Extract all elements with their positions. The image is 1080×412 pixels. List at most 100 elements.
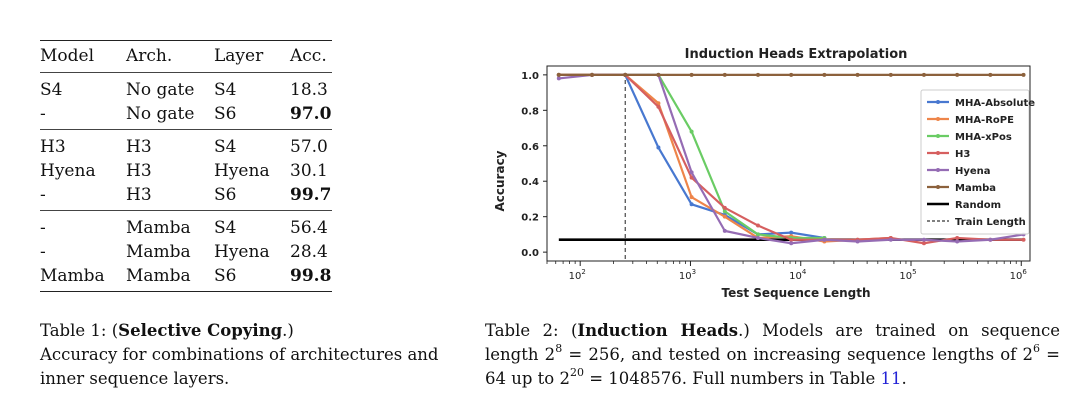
cell-model: - (40, 242, 46, 262)
legend-marker-mha-xpos (936, 134, 940, 138)
caption2-exp-a: 8 (555, 341, 563, 355)
legend-marker-hyena (936, 168, 940, 172)
series-point-mha-xpos (722, 209, 727, 214)
series-point-mha-rope (656, 101, 661, 106)
cell-acc: 97.0 (290, 104, 332, 124)
series-point-mamba (689, 72, 694, 77)
caption2-text-a: .) Models are trained on sequence length… (485, 321, 1060, 364)
cell-layer: S6 (214, 185, 237, 205)
legend-label-hyena: Hyena (955, 166, 991, 177)
cell-model: H3 (40, 137, 66, 157)
caption2-end: . (901, 369, 907, 388)
series-point-mha-rope (722, 214, 727, 219)
series-point-hyena (689, 170, 694, 175)
x-tick-label: 102 (569, 268, 586, 282)
y-tick-label: 1.0 (521, 71, 539, 82)
cell-arch: Mamba (126, 218, 191, 238)
series-point-mamba (590, 72, 595, 77)
series-point-hyena (822, 237, 827, 242)
caption1-title: Selective Copying (118, 321, 283, 340)
series-point-hyena (755, 235, 760, 240)
series-line-mha-xpos (558, 73, 825, 240)
table1-caption: Table 1: (Selective Copying.) Accuracy fo… (40, 319, 440, 391)
series-point-mha-xpos (755, 232, 760, 237)
series-point-h3 (1021, 237, 1026, 242)
cell-layer: Hyena (214, 242, 270, 262)
x-tick-label: 103 (679, 268, 696, 282)
series-point-mamba (855, 72, 860, 77)
cell-model: - (40, 104, 46, 124)
series-point-h3 (722, 205, 727, 210)
series-point-mamba (789, 72, 794, 77)
table-group-s4: S4 No gate S4 18.3 - No gate S6 97.0 (40, 72, 332, 130)
caption2-exp-b: 6 (1032, 341, 1040, 355)
x-axis-label: Test Sequence Length (721, 286, 870, 300)
cell-arch: No gate (126, 104, 195, 124)
caption1-suffix: .) (282, 321, 294, 340)
cell-model: - (40, 218, 46, 238)
y-tick-label: 0.4 (521, 177, 539, 188)
legend-marker-mamba (936, 185, 940, 189)
table-row: H3 H3 S4 57.0 (40, 130, 332, 160)
series-point-mha-rope (689, 195, 694, 200)
caption2-exp-c: 20 (569, 365, 584, 379)
cell-arch: Mamba (126, 266, 191, 286)
legend-label-mamba: Mamba (955, 183, 996, 194)
cell-acc: 99.8 (290, 266, 332, 286)
caption1-prefix: Table 1: ( (40, 321, 119, 340)
cell-acc: 99.7 (290, 185, 332, 205)
cell-model: - (40, 185, 46, 205)
caption2-text-d: = 1048576. Full numbers in Table (583, 369, 881, 388)
series-point-mamba (722, 72, 727, 77)
cell-arch: H3 (126, 137, 152, 157)
series-point-mamba (1021, 72, 1026, 77)
series-point-mamba (921, 72, 926, 77)
cell-arch: H3 (126, 185, 152, 205)
legend-label-mha-xpos: MHA-xPos (955, 132, 1012, 143)
cell-model: Hyena (40, 161, 96, 181)
series-point-hyena (556, 76, 561, 81)
chart-legend: MHA-Absolute MHA-RoPE MHA-xPos H3 Hyena Mamba… (920, 89, 1035, 235)
induction-heads-chart: Induction Heads Extrapolation Accuracy T… (493, 47, 1035, 300)
table-row: Mamba Mamba S6 99.8 (40, 264, 332, 292)
series-line-mha-absolute (558, 73, 825, 240)
table-selective-copying: Model Arch. Layer Acc. S4 No gate S4 18.3 - N… (40, 40, 332, 292)
cell-acc: 56.4 (290, 218, 328, 238)
series-point-hyena (722, 228, 727, 233)
y-tick-label: 0.2 (521, 213, 539, 224)
caption2-text-b: = 256, and tested on increasing sequence… (562, 345, 1033, 364)
legend-label-random: Random (955, 200, 1001, 211)
series-point-mha-xpos (689, 129, 694, 134)
legend-label-mha-absolute: MHA-Absolute (955, 98, 1035, 109)
legend-label-train-length: Train Length (955, 217, 1026, 228)
y-axis-label: Accuracy (493, 150, 507, 211)
series-point-mamba (822, 72, 827, 77)
table-11-link[interactable]: 11 (880, 369, 902, 388)
series-point-mamba (656, 72, 661, 77)
series-point-mamba (955, 72, 960, 77)
x-tick-label: 104 (789, 268, 807, 282)
cell-model: Mamba (40, 266, 105, 286)
caption2-text-c: = 64 up to 2 (485, 345, 1060, 388)
legend-marker-h3 (936, 151, 940, 155)
legend-box (920, 89, 1030, 235)
series-point-hyena (955, 239, 960, 244)
series-point-hyena (855, 239, 860, 244)
series-point-mamba (988, 72, 993, 77)
legend-marker-mha-absolute (936, 100, 940, 104)
legend-marker-mha-rope (936, 117, 940, 121)
y-tick-label: 0.0 (521, 248, 539, 259)
caption1-body: Accuracy for combinations of architectur… (40, 345, 439, 388)
table-header-row: Model Arch. Layer Acc. (40, 40, 332, 73)
header-acc: Acc. (290, 46, 327, 66)
table-row: - Mamba S4 56.4 (40, 211, 332, 241)
cell-layer: Hyena (214, 161, 270, 181)
cell-acc: 30.1 (290, 161, 328, 181)
cell-arch: Mamba (126, 242, 191, 262)
series-point-h3 (689, 175, 694, 180)
series-point-mamba (888, 72, 893, 77)
cell-layer: S4 (214, 218, 237, 238)
cell-arch: No gate (126, 80, 195, 100)
series-point-hyena (921, 237, 926, 242)
cell-model: S4 (40, 80, 63, 100)
